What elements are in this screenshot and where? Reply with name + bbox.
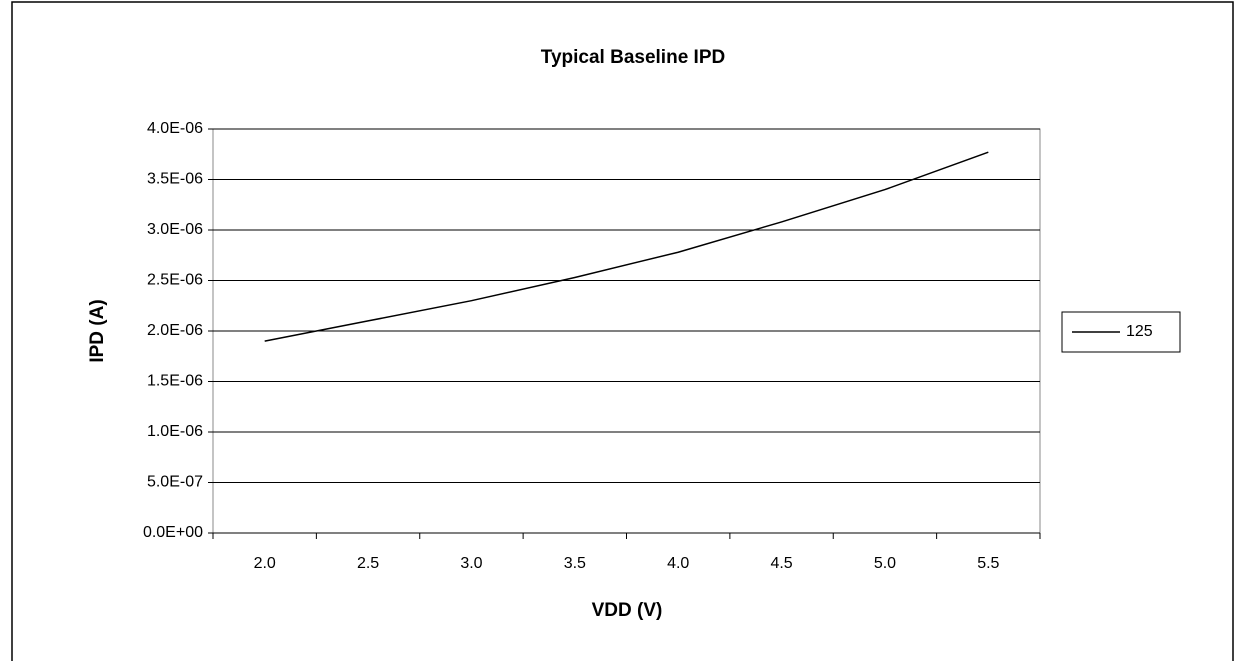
legend-label: 125 [1126,323,1153,340]
x-tick-label: 3.5 [564,555,586,572]
y-tick-label: 3.5E-06 [147,171,203,188]
x-tick-label: 2.0 [254,555,276,572]
chart-title: Typical Baseline IPD [541,47,725,68]
x-tick-label: 4.5 [770,555,792,572]
x-axis-label: VDD (V) [592,600,663,621]
y-tick-label: 1.5E-06 [147,373,203,390]
y-tick-label: 1.0E-06 [147,423,203,440]
y-tick-label: 0.0E+00 [143,524,203,541]
x-tick-label: 5.0 [874,555,896,572]
y-tick-label: 5.0E-07 [147,474,203,491]
x-tick-label: 3.0 [460,555,482,572]
y-tick-label: 2.5E-06 [147,272,203,289]
y-tick-label: 2.0E-06 [147,322,203,339]
data-line [264,151,989,342]
x-tick-label: 2.5 [357,555,379,572]
y-tick-label: 3.0E-06 [147,221,203,238]
x-tick-label: 4.0 [667,555,689,572]
y-tick-label: 4.0E-06 [147,120,203,137]
y-axis-label: IPD (A) [87,299,108,362]
x-tick-label: 5.5 [977,555,999,572]
